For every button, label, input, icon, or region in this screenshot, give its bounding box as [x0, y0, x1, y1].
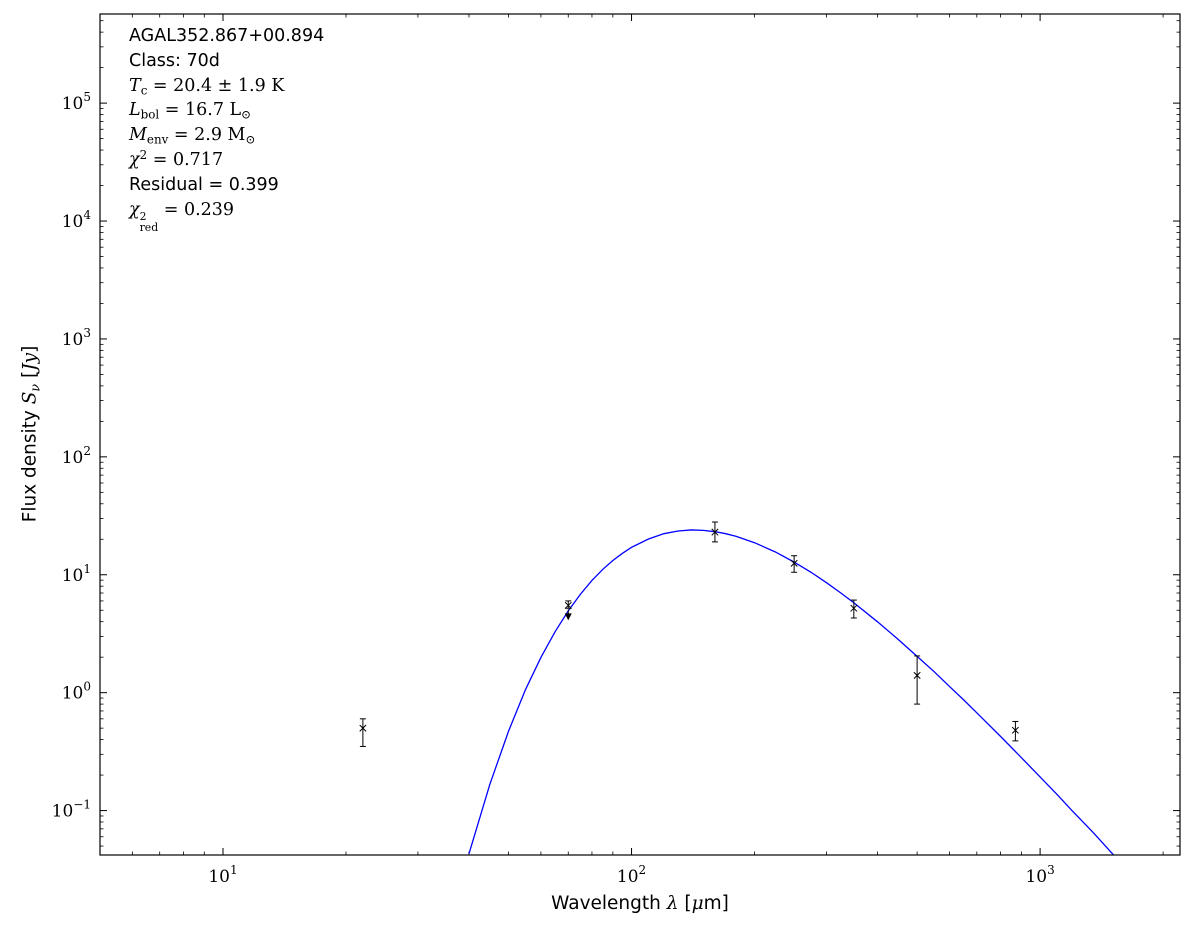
- data-point: [850, 599, 858, 619]
- upper-limit-arrow: [564, 613, 572, 621]
- x-tick-label: 103: [1025, 863, 1054, 887]
- photometry-points: [359, 521, 1019, 747]
- data-point: [359, 718, 367, 747]
- annotation-line: AGAL352.867+00.894: [129, 26, 325, 46]
- data-point: [913, 655, 921, 705]
- annotation-line: Menv = 2.9 M⊙: [129, 125, 256, 147]
- data-point: [790, 555, 798, 573]
- data-point: [564, 600, 572, 621]
- x-tick-label: 102: [617, 863, 646, 887]
- fit-curve: [468, 529, 1115, 855]
- annotation-line: Lbol = 16.7 L⊙: [129, 100, 252, 122]
- y-tick-label: 101: [62, 562, 91, 586]
- annotation-line: χ2 = 0.717: [129, 148, 224, 170]
- x-axis-label: Wavelength λ [μm]: [551, 893, 729, 914]
- x-tick-label: 101: [208, 863, 237, 887]
- y-tick-label: 10−1: [52, 798, 91, 822]
- major-ticks: [100, 14, 1180, 855]
- stacked-supsub: 2 red: [139, 210, 159, 234]
- y-axis-label: Flux density Sν [Jy]: [19, 345, 43, 523]
- annotation-block: AGAL352.867+00.894 Class: 70d Tc = 20.4 ± …: [129, 24, 324, 234]
- annotation-line: Class: 70d: [129, 50, 220, 71]
- y-tick-label: 102: [62, 444, 91, 468]
- annotation-line: χ 2 red = 0.239: [129, 199, 235, 234]
- annotation-line: Tc = 20.4 ± 1.9 K: [129, 75, 285, 98]
- y-tick-label: 104: [62, 208, 92, 232]
- y-tick-label: 100: [62, 680, 91, 704]
- y-tick-label: 105: [62, 90, 91, 114]
- y-tick-label: 103: [62, 326, 91, 350]
- axes-frame: [99, 13, 1181, 856]
- data-point: [711, 521, 719, 543]
- annotation-line: Residual = 0.399: [129, 174, 279, 195]
- data-point: [1011, 720, 1019, 742]
